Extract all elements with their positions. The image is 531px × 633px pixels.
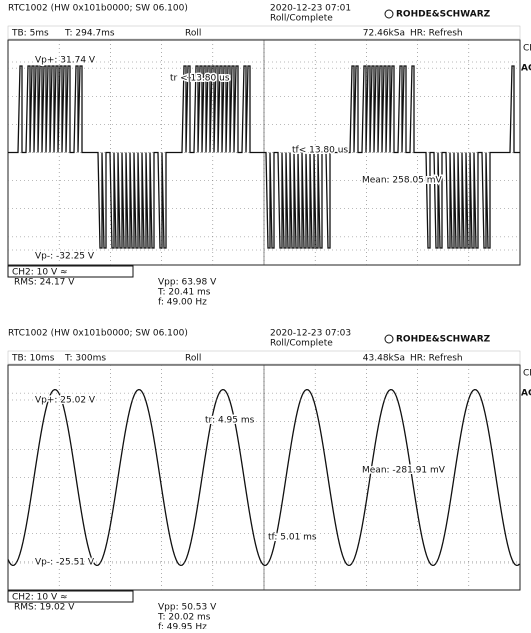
mode: Roll xyxy=(185,29,201,39)
annotation-vp-plus: Vp+: 31.74 V xyxy=(35,56,96,66)
side-channel: CH 2 xyxy=(523,369,531,379)
rms: RMS: 19.02 V xyxy=(14,603,75,613)
channel-setting: CH2: 10 V ≈ xyxy=(12,268,68,278)
date: 2020-12-23 07:01 xyxy=(270,4,351,14)
annotation-vp-plus: Vp+: 25.02 V xyxy=(35,396,96,406)
hr: HR: Refresh xyxy=(410,29,463,39)
side-coupling: AC xyxy=(521,389,531,399)
status: Roll/Complete xyxy=(270,339,333,349)
brand-logo xyxy=(385,10,393,18)
scope-screen: RTC1002 (HW 0x101b0000; SW 06.100) 2020-1… xyxy=(8,4,531,308)
side-coupling: AC xyxy=(521,64,531,74)
model: RTC1002 (HW 0x101b0000; SW 06.100) xyxy=(8,329,188,339)
annotation-tr: tr: 4.95 ms xyxy=(205,416,255,426)
scope-screenshots: RTC1002 (HW 0x101b0000; SW 06.100) 2020-1… xyxy=(0,0,531,629)
hr: HR: Refresh xyxy=(410,354,463,364)
period: T: 20.41 ms xyxy=(157,288,211,298)
sample-rate: 72.46kSa xyxy=(363,29,405,39)
timebase: TB: 5ms xyxy=(11,29,49,39)
vpp: Vpp: 63.98 V xyxy=(158,278,217,288)
date: 2020-12-23 07:03 xyxy=(270,329,351,339)
vpp: Vpp: 50.53 V xyxy=(158,603,217,613)
model: RTC1002 (HW 0x101b0000; SW 06.100) xyxy=(8,4,188,14)
side-channel: CH 2 xyxy=(523,44,531,54)
trigger: T: 300ms xyxy=(64,354,106,364)
brand-logo xyxy=(385,335,393,343)
annotation-tf: tf< 13.80 us xyxy=(292,146,348,156)
brand: ROHDE&SCHWARZ xyxy=(396,335,491,345)
period: T: 20.02 ms xyxy=(157,613,211,623)
scope-screen: RTC1002 (HW 0x101b0000; SW 06.100) 2020-1… xyxy=(8,329,531,630)
frequency: f: 49.95 Hz xyxy=(158,623,207,630)
sample-rate: 43.48kSa xyxy=(363,354,405,364)
timebase: TB: 10ms xyxy=(11,354,55,364)
rms: RMS: 24.17 V xyxy=(14,278,75,288)
brand: ROHDE&SCHWARZ xyxy=(396,10,491,20)
status: Roll/Complete xyxy=(270,14,333,24)
annotation-mean: Mean: -281.91 mV xyxy=(362,466,446,476)
mode: Roll xyxy=(185,354,201,364)
annotation-tf: tf: 5.01 ms xyxy=(268,533,317,543)
annotation-vp-minus: Vp-: -32.25 V xyxy=(35,252,95,262)
annotation-mean: Mean: 258.05 mV xyxy=(362,176,443,186)
channel-setting: CH2: 10 V ≈ xyxy=(12,593,68,603)
trigger: T: 294.7ms xyxy=(64,29,115,39)
annotation-vp-minus: Vp-: -25.51 V xyxy=(35,558,95,568)
frequency: f: 49.00 Hz xyxy=(158,298,207,308)
annotation-tr: tr < 13.80 us xyxy=(170,74,230,84)
